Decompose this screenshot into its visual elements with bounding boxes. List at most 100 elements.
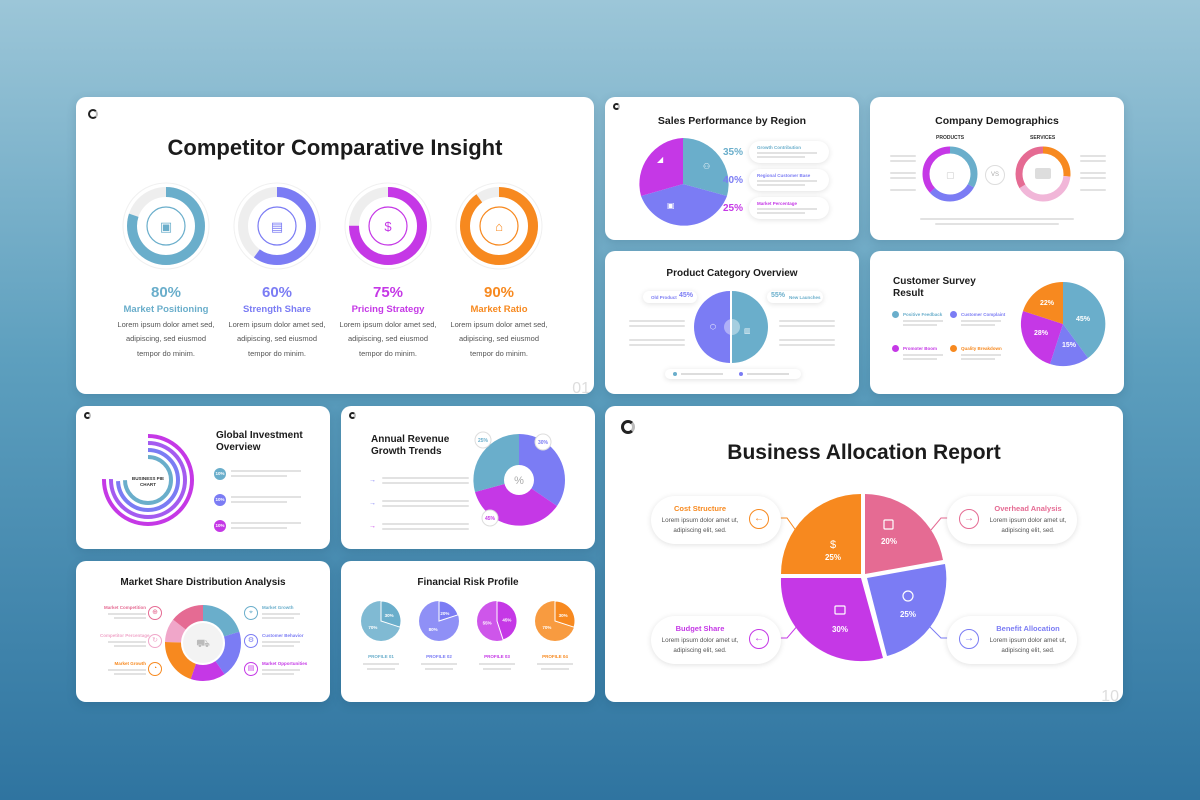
callout-card: Budget Share Lorem ipsum dolor amet ut, ad…: [651, 616, 781, 664]
slide-competitor-insight[interactable]: Competitor Comparative Insight ▣ 80% Marke…: [76, 97, 594, 394]
callout-text: adipiscing elit, sed.: [1001, 527, 1055, 534]
award-icon: [902, 590, 914, 602]
competitor-item: $75% Pricing Strategy Lorem ipsum dolor am…: [330, 181, 446, 361]
svg-text:BUSINESS PIE: BUSINESS PIE: [132, 476, 164, 481]
svg-text:▢: ▢: [946, 170, 955, 180]
svg-text:%: %: [514, 475, 524, 487]
svg-text:55%: 55%: [483, 621, 492, 626]
sales-slice-purple: [639, 138, 683, 196]
market-item: ↻ Competitor Percentage: [100, 631, 164, 653]
competitor-item: ▣ 80% Market Positioning Lorem ipsum dolor …: [108, 181, 224, 361]
slide-title: Sales Performance by Region: [657, 115, 807, 127]
sales-value: 25%: [723, 203, 744, 214]
slide-title: Financial Risk Profile: [417, 577, 519, 588]
sales-row: 40% Regional Customer Base: [723, 169, 831, 193]
arrow-right-icon[interactable]: →: [959, 509, 979, 529]
svg-text:28%: 28%: [1034, 330, 1049, 337]
metric-description: Lorem ipsum dolor amet sed, adipiscing, s…: [450, 320, 548, 358]
profile-label: PROFILE 03: [484, 654, 510, 659]
logo-icon: [84, 412, 91, 419]
slide-customer-survey[interactable]: Customer Survey Result Positive Feedback…: [870, 251, 1124, 394]
svg-text:22%: 22%: [1040, 300, 1055, 307]
products-legend: [890, 152, 916, 194]
slide-title: Business Allocation Report: [727, 441, 1001, 464]
chart-icon: ▤: [271, 219, 283, 234]
market-item-icon: ⊕: [148, 606, 162, 620]
old-product-pill: Old Product 45%: [643, 291, 697, 303]
svg-text:25%: 25%: [900, 610, 916, 619]
profile-label: PROFILE 01: [368, 654, 394, 659]
svg-text:⬡: ⬡: [710, 323, 716, 331]
slide-company-demographics[interactable]: Company Demographics PRODUCTS SERVICES ▢…: [870, 97, 1124, 240]
product-pie-chart: ⬡ ▥: [694, 291, 768, 363]
metric-value: 80%: [150, 284, 182, 301]
market-item-icon: ⌖: [244, 606, 258, 620]
sales-slice-teal: [683, 138, 729, 196]
sales-slice-indigo: [641, 184, 727, 226]
callout-text: Lorem ipsum dolor amet ut,: [661, 517, 739, 524]
callout-title: Budget Share: [675, 624, 725, 633]
radial-bar-chart: BUSINESS PIE CHART: [102, 434, 194, 526]
metric-description: Lorem ipsum dolor amet sed, adipiscing, s…: [117, 320, 215, 358]
services-label: SERVICES: [1030, 135, 1056, 141]
svg-text:25%: 25%: [825, 553, 841, 562]
revenue-donut-chart: % 25% 30% 45%: [473, 431, 566, 527]
wallet-icon: [834, 605, 846, 615]
scan-icon: [883, 519, 894, 530]
risk-pie: 30% 70%: [361, 600, 402, 641]
progress-ring: ⌂: [455, 182, 543, 270]
svg-text:20%: 20%: [440, 611, 449, 616]
market-item: ⊕ Market Competition: [100, 603, 164, 625]
slide-product-category[interactable]: Product Category Overview Old Product 45…: [605, 251, 859, 394]
survey-slice-45: [1063, 281, 1106, 358]
risk-profile: 30% 70% PROFILE 04: [533, 599, 577, 670]
callout-title: Benefit Allocation: [996, 624, 1060, 633]
svg-text:30%: 30%: [385, 613, 394, 618]
logo-icon: [613, 103, 620, 110]
sales-pill: Regional Customer Base: [749, 169, 829, 191]
cart-icon: ⛟: [196, 638, 210, 650]
vs-badge: VS: [985, 165, 1005, 185]
arrow-left-icon[interactable]: ←: [749, 509, 769, 529]
services-donut: [1015, 146, 1071, 202]
risk-pie: 45% 55%: [477, 600, 518, 641]
people-icon: ⚇: [703, 162, 710, 171]
product-right-text: [779, 317, 835, 349]
store-icon: ⌂: [495, 219, 503, 234]
competitor-item: ▤ 60% Strength Share Lorem ipsum dolor amet…: [219, 181, 335, 361]
products-label: PRODUCTS: [936, 135, 965, 141]
market-item-icon: ▤: [244, 662, 258, 676]
svg-text:45%: 45%: [502, 617, 511, 622]
slide-sales-performance[interactable]: Sales Performance by Region ⚇ ▣ ◢ 35% Gro…: [605, 97, 859, 240]
svg-text:30%: 30%: [832, 625, 848, 634]
svg-text:CHART: CHART: [140, 482, 156, 487]
svg-text:25%: 25%: [478, 438, 489, 444]
metric-label: Pricing Strategy: [351, 304, 425, 315]
risk-profile: 45% 55% PROFILE 03: [475, 599, 519, 670]
sales-row: 35% Growth Contribution: [723, 141, 831, 165]
market-item-icon: ↻: [148, 634, 162, 648]
svg-text:45%: 45%: [1076, 316, 1091, 323]
risk-pie: 30% 70%: [535, 600, 576, 641]
market-item: ⌖ Market Growth: [244, 603, 308, 625]
logo-icon: [88, 109, 98, 119]
sales-value: 35%: [723, 147, 744, 158]
slice-cost-structure: [781, 494, 861, 574]
old-product-value: 45%: [678, 292, 693, 299]
slide-financial-risk[interactable]: Financial Risk Profile 30% 70% PROFILE 01 …: [341, 561, 595, 702]
investment-badge: 10%: [214, 520, 226, 532]
logo-icon: [349, 412, 356, 419]
slide-market-share[interactable]: Market Share Distribution Analysis ⛟ ⊕ Ma…: [76, 561, 330, 702]
slide-annual-revenue[interactable]: Annual Revenue Growth Trends → → → % 25%…: [341, 406, 595, 549]
market-item-icon: ⚙: [244, 634, 258, 648]
bag-icon: ▣: [667, 201, 675, 210]
investment-row: 10%: [214, 468, 314, 482]
callout-text: Lorem ipsum dolor amet ut,: [989, 517, 1067, 524]
slide-business-allocation[interactable]: Business Allocation Report $ 25% 20% 25%…: [605, 406, 1123, 702]
callout-card: Cost Structure Lorem ipsum dolor amet ut,…: [651, 496, 781, 544]
arrow-left-icon[interactable]: ←: [749, 629, 769, 649]
survey-slice-22: [1023, 281, 1063, 324]
services-legend: [1080, 152, 1106, 194]
arrow-right-icon[interactable]: →: [959, 629, 979, 649]
slide-global-investment[interactable]: Global Investment Overview BUSINESS PIE …: [76, 406, 330, 549]
